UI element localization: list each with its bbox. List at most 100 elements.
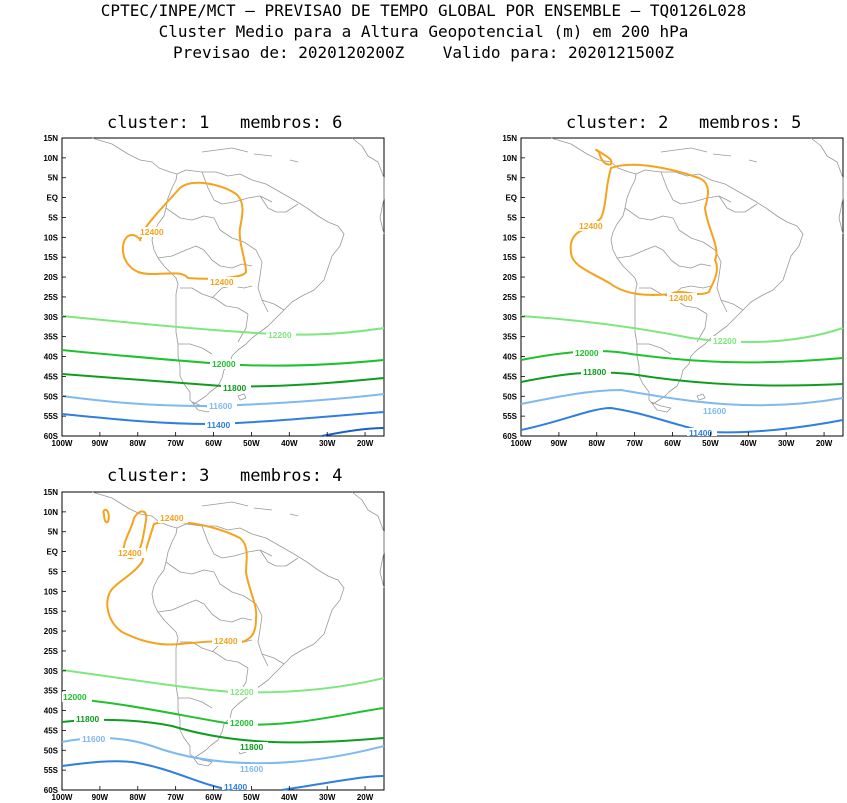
- panel-3-title: cluster: 3 membros: 4: [107, 466, 343, 486]
- label-11400: 11400: [207, 420, 230, 430]
- label-12400-a: 12400: [579, 221, 603, 231]
- header-line-3: Previsao de: 2020120200Z Valido para: 20…: [173, 43, 674, 62]
- contour-12400-small: [595, 148, 613, 166]
- panel-2-title: cluster: 2 membros: 5: [566, 113, 802, 133]
- contour-11400: [520, 406, 844, 434]
- lat-tick-label: 15S: [44, 607, 59, 616]
- lon-tick-label: 60W: [205, 793, 222, 802]
- lon-tick-label: 50W: [243, 439, 260, 448]
- contour-11400-b: [281, 775, 385, 791]
- lon-tick-label: 100W: [511, 439, 532, 448]
- lat-tick-label: 10N: [43, 154, 58, 163]
- lon-tick-label: 90W: [92, 793, 109, 802]
- lat-tick-label: EQ: [46, 548, 58, 557]
- lat-tick-label: 5N: [48, 174, 58, 183]
- lat-tick-label: 15S: [44, 253, 59, 262]
- lat-tick-label: 10S: [44, 233, 59, 242]
- lat-tick-label: 25S: [44, 647, 59, 656]
- lat-tick-label: 5S: [48, 567, 58, 576]
- lat-tick-label: 40S: [44, 707, 59, 716]
- lon-tick-label: 70W: [626, 439, 643, 448]
- lat-tick-label: 60S: [503, 432, 518, 441]
- lat-tick-label: 15S: [503, 253, 518, 262]
- label-12400-a: 12400: [140, 227, 164, 237]
- lat-tick-label: 20S: [503, 273, 518, 282]
- label-11400: 11400: [689, 428, 712, 438]
- panel-3-map: 12400 12400 12400 12200 12000 12000 1180…: [61, 491, 385, 792]
- lat-tick-label: 25S: [44, 293, 59, 302]
- lon-tick-label: 20W: [357, 793, 374, 802]
- lat-tick-label: EQ: [46, 194, 58, 203]
- lat-tick-label: 5N: [507, 174, 517, 183]
- contour-12400: [121, 181, 248, 280]
- lon-tick-label: 50W: [702, 439, 719, 448]
- label-11600-a: 11600: [82, 734, 105, 744]
- lat-tick-label: 40S: [44, 353, 59, 362]
- lat-tick-label: 20S: [44, 273, 59, 282]
- contour-12200: [61, 315, 385, 336]
- lat-tick-label: EQ: [505, 194, 517, 203]
- panel-1-title: cluster: 1 membros: 6: [107, 113, 343, 133]
- lat-tick-label: 25S: [503, 293, 518, 302]
- label-11600: 11600: [209, 401, 232, 411]
- label-11800: 11800: [583, 367, 606, 377]
- lat-tick-label: 10N: [502, 154, 517, 163]
- lat-tick-label: 55S: [503, 412, 518, 421]
- lat-tick-label: 35S: [44, 333, 59, 342]
- lat-tick-label: 45S: [44, 372, 59, 381]
- lat-tick-label: 10S: [503, 233, 518, 242]
- lon-tick-label: 40W: [281, 439, 298, 448]
- contour-11800: [61, 718, 385, 744]
- lat-tick-label: 40S: [503, 353, 518, 362]
- lon-tick-label: 30W: [319, 439, 336, 448]
- lat-tick-label: 5S: [507, 213, 517, 222]
- lat-tick-label: 50S: [503, 392, 518, 401]
- label-12200: 12200: [713, 336, 737, 346]
- lon-tick-label: 70W: [167, 793, 184, 802]
- lat-tick-label: 55S: [44, 766, 59, 775]
- label-12200: 12200: [230, 687, 254, 697]
- lon-tick-label: 90W: [92, 439, 109, 448]
- header-line-1: CPTEC/INPE/MCT — PREVISAO DE TEMPO GLOBA…: [100, 1, 747, 20]
- lon-tick-label: 30W: [778, 439, 795, 448]
- lat-tick-label: 35S: [44, 687, 59, 696]
- lon-tick-label: 20W: [357, 439, 374, 448]
- label-12000-a: 12000: [63, 692, 87, 702]
- label-12400-b: 12400: [214, 636, 238, 646]
- lon-tick-label: 90W: [551, 439, 568, 448]
- label-11800-a: 11800: [76, 714, 99, 724]
- panel-2-map: 12400 12400 12200 12000 11800 11600 1140…: [520, 137, 844, 438]
- lat-tick-label: 15N: [43, 134, 58, 143]
- label-12000: 12000: [212, 359, 236, 369]
- lat-tick-label: 45S: [44, 726, 59, 735]
- label-11600-b: 11600: [240, 764, 263, 774]
- contour-12000: [520, 350, 844, 364]
- lon-tick-label: 50W: [243, 793, 260, 802]
- lon-tick-label: 100W: [52, 439, 73, 448]
- contour-11400: [61, 760, 233, 791]
- label-12400-a: 12400: [160, 513, 184, 523]
- lon-tick-label: 80W: [130, 439, 147, 448]
- label-12400-c: 12400: [118, 548, 142, 558]
- label-12400-b: 12400: [669, 293, 693, 303]
- label-12400-b: 12400: [210, 277, 234, 287]
- label-11800: 11800: [223, 383, 246, 393]
- lon-tick-label: 40W: [740, 439, 757, 448]
- lon-tick-label: 80W: [589, 439, 606, 448]
- lon-tick-label: 60W: [664, 439, 681, 448]
- lat-tick-label: 10N: [43, 508, 58, 517]
- label-11400: 11400: [224, 782, 247, 792]
- contour-11800: [520, 371, 844, 387]
- panel-1-map: 12400 12400 12200 12000 11800 11600 1140…: [61, 137, 385, 437]
- lon-tick-label: 100W: [52, 793, 73, 802]
- lat-tick-label: 30S: [44, 313, 59, 322]
- lon-tick-label: 20W: [816, 439, 833, 448]
- contour-12400-tiny: [102, 508, 110, 524]
- lat-tick-label: 50S: [44, 392, 59, 401]
- lat-tick-label: 5S: [48, 213, 58, 222]
- label-12200: 12200: [268, 330, 292, 340]
- lat-tick-label: 10S: [44, 587, 59, 596]
- lat-tick-label: 30S: [44, 667, 59, 676]
- label-12000: 12000: [575, 348, 599, 358]
